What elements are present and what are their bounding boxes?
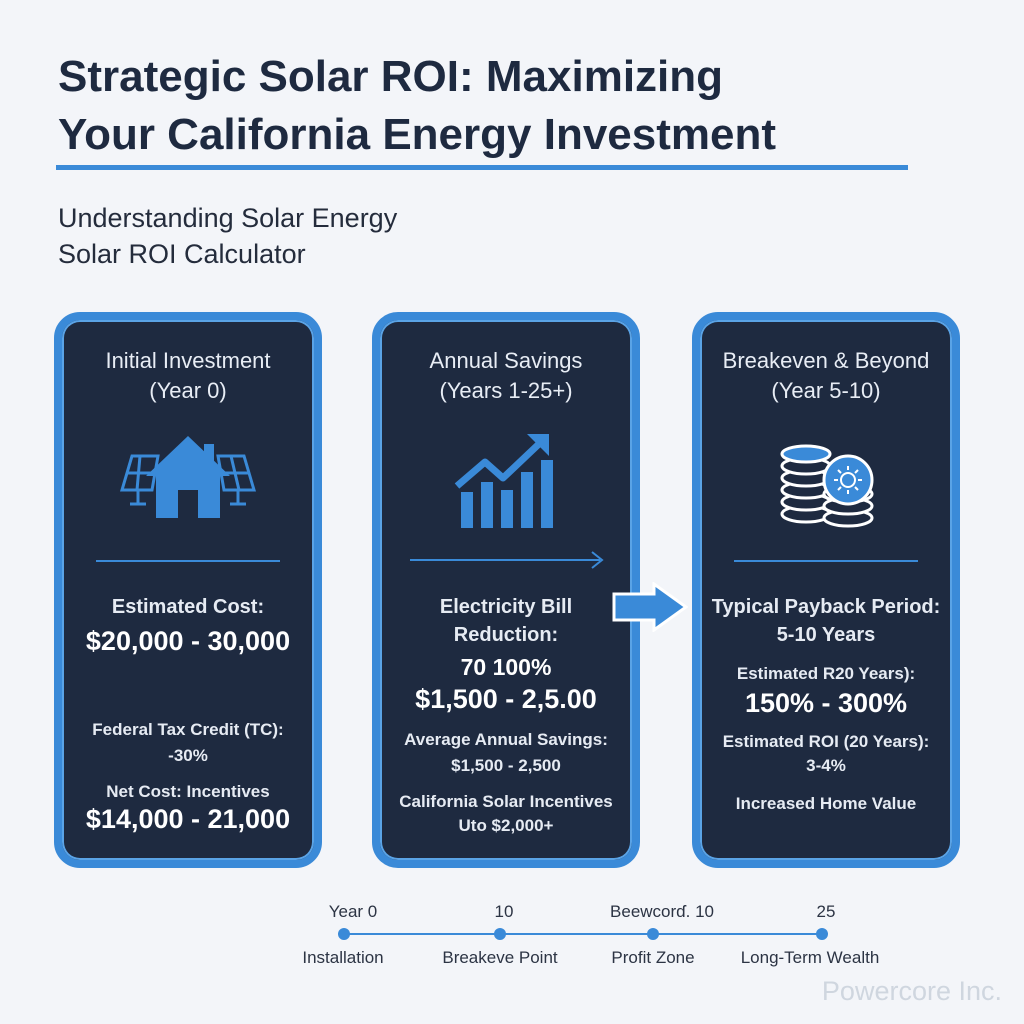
solar-house-icon [118,432,258,527]
bill-reduction-label-2: Reduction: [453,624,559,646]
net-cost-value: $14,000 - 21,000 [85,804,291,834]
timeline-top-label: 25 [816,902,836,921]
card-divider [96,560,280,562]
card-title-line-2: (Year 0) [149,378,227,403]
title-line-2: Your California Energy Investment [58,110,777,159]
subtitle-line-1: Understanding Solar Energy [58,203,398,233]
timeline-bottom-label: Breakeve Point [442,948,558,967]
card-title-line-2: (Years 1-25+) [439,378,573,403]
page-title: Strategic Solar ROI: Maximizing Your Cal… [58,48,958,164]
arrow-divider [410,548,610,577]
timeline-dot [816,928,828,940]
timeline-dot [338,928,350,940]
timeline-line [343,933,823,935]
cost-label: Estimated Cost: [111,596,265,618]
card-initial-investment: Initial Investment (Year 0) Estimated Co… [54,312,322,868]
card-title: Initial Investment (Year 0) [62,346,314,406]
timeline-bottom-label: Long-Term Wealth [740,948,880,967]
roi-value: 3-4% [806,756,846,775]
home-value-label: Increased Home Value [735,794,917,813]
card-title-line-1: Breakeven & Beyond [722,348,930,373]
net-cost-label: Net Cost: Incentives [106,782,270,801]
roi-label: Estimated ROI (20 Years): [722,732,930,751]
average-savings-value: $1,500 - 2,500 [451,756,561,775]
subtitle: Understanding Solar Energy Solar ROI Cal… [58,200,397,272]
bill-reduction-value: $1,500 - 2,5.00 [415,684,597,714]
card-title-line-1: Initial Investment [105,348,271,373]
card-title-line-2: (Year 5-10) [771,378,881,403]
title-line-1: Strategic Solar ROI: Maximizing [58,52,724,101]
bill-reduction-percent: 70 100% [460,654,552,680]
right-arrow-icon [612,581,689,637]
cost-value: $20,000 - 30,000 [85,626,291,656]
card-title-line-1: Annual Savings [429,348,583,373]
incentives-value: Uto $2,000+ [458,816,554,835]
coin-stack-icon [776,432,876,537]
card-breakeven: Breakeven & Beyond (Year 5-10) [692,312,960,868]
payback-label: Typical Payback Period: [711,596,941,618]
title-underline [56,165,908,170]
bill-reduction-label-1: Electricity Bill [439,596,573,618]
incentives-label: California Solar Incentives [399,792,613,811]
timeline-top-label: Year 0 [328,902,378,921]
card-divider [734,560,918,562]
timeline-dot [647,928,659,940]
average-savings-label: Average Annual Savings: [404,730,608,749]
timeline-bottom-label: Installation [302,948,384,967]
timeline-top-label: Beewcorɗ. 10 [610,902,714,921]
company-watermark: Powercore Inc. [821,976,1002,1006]
growth-chart-icon [451,432,561,537]
subtitle-line-2: Solar ROI Calculator [58,239,306,269]
tax-credit-label: Federal Tax Credit (TC): [92,720,284,739]
payback-value: 5-10 Years [776,624,876,646]
r20-value: 150% - 300% [744,688,908,718]
card-annual-savings: Annual Savings (Years 1-25+) Electricity… [372,312,640,868]
timeline-bottom-label: Profit Zone [611,948,695,967]
timeline-top-label: 10 [494,902,514,921]
timeline-dot [494,928,506,940]
card-title: Breakeven & Beyond (Year 5-10) [700,346,952,406]
card-title: Annual Savings (Years 1-25+) [380,346,632,406]
tax-credit-value: -30% [168,746,208,765]
r20-label: Estimated R20 Years): [736,664,916,683]
